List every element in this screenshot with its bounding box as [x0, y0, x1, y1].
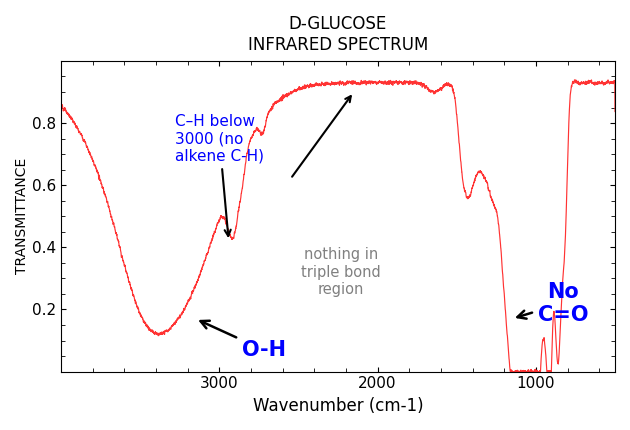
- X-axis label: Wavenumber (cm-1): Wavenumber (cm-1): [253, 397, 423, 415]
- Title: D-GLUCOSE
INFRARED SPECTRUM: D-GLUCOSE INFRARED SPECTRUM: [248, 15, 428, 54]
- Text: No
C=O: No C=O: [517, 282, 588, 325]
- Text: O-H: O-H: [200, 321, 285, 360]
- Text: C–H below
3000 (no
alkene C-H): C–H below 3000 (no alkene C-H): [175, 114, 264, 236]
- Y-axis label: TRANSMITTANCE: TRANSMITTANCE: [15, 158, 29, 274]
- Text: nothing in
triple bond
region: nothing in triple bond region: [301, 247, 381, 297]
